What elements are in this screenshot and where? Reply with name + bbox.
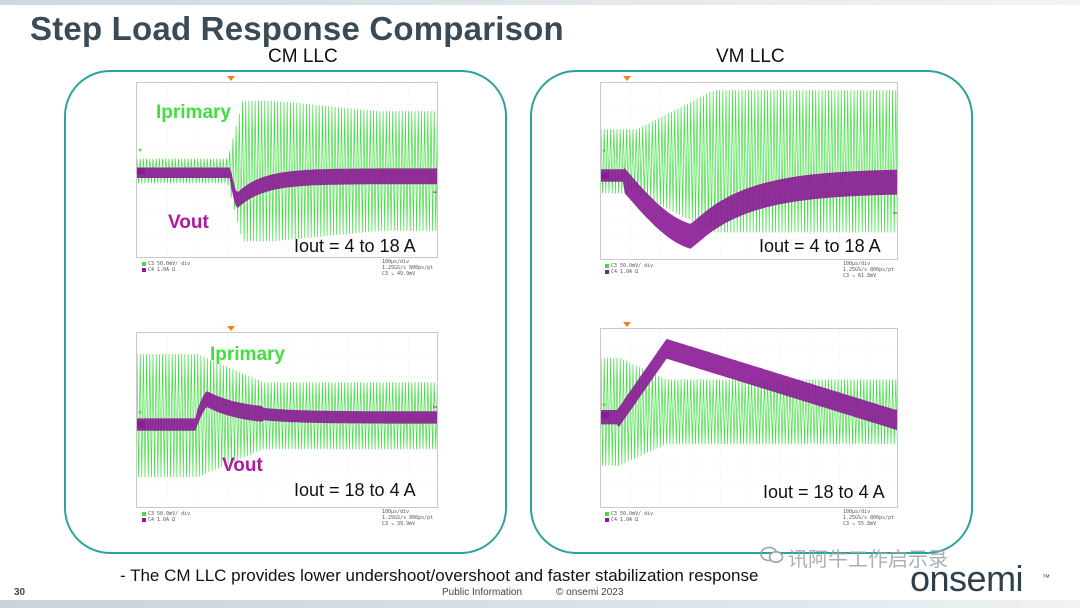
trademark-mark: ™ xyxy=(1042,573,1050,582)
cm-down-iprimary-label: Iprimary xyxy=(210,344,285,365)
vm-up-timebase-info: 100µs/div 1.25GS/s 800ps/pt C3 ↘ 61.8mV xyxy=(843,261,895,279)
iprimary-channel-marker xyxy=(138,148,142,152)
page-number: 30 xyxy=(14,587,26,598)
trigger-marker-icon xyxy=(227,76,235,81)
vm-step-down-scope xyxy=(600,328,898,508)
cm-up-channel-info: C3 50.0mV/ div C4 1.0A Ω xyxy=(142,261,190,273)
top-accent-bar xyxy=(0,0,1080,5)
vm-up-channel-info: C3 50.0mV/ div C4 1.0A Ω xyxy=(605,263,653,275)
cm-down-channel-info: C3 50.0mV/ div C4 1.0A Ω xyxy=(142,511,190,523)
vout-trace xyxy=(601,168,897,249)
vout-channel-marker xyxy=(601,172,609,179)
cm-step-up-waveform xyxy=(137,83,437,257)
public-information-label: Public Information xyxy=(442,587,523,598)
cm-up-vout-label: Vout xyxy=(168,212,209,233)
trigger-marker-icon xyxy=(623,76,631,81)
cm-up-iprimary-label: Iprimary xyxy=(156,102,231,123)
vout-trace xyxy=(137,391,437,431)
cm-down-vout-label: Vout xyxy=(222,455,263,476)
vm-down-iout-label: Iout = 18 to 4 A xyxy=(763,482,885,502)
vm-step-up-scope xyxy=(600,82,898,260)
iprimary-channel-marker xyxy=(138,410,142,414)
onsemi-logo: onsemi xyxy=(910,558,1024,599)
bottom-accent-bar xyxy=(0,600,1080,608)
slide-title: Step Load Response Comparison xyxy=(30,10,564,47)
vm-step-down-waveform xyxy=(601,329,897,507)
iprimary-trace xyxy=(601,357,897,466)
trigger-marker-icon xyxy=(623,322,631,327)
cm-llc-heading: CM LLC xyxy=(268,46,338,67)
cm-down-iout-label: Iout = 18 to 4 A xyxy=(294,480,416,500)
vout-trace xyxy=(137,167,437,209)
cm-up-timebase-info: 100µs/div 1.25GS/s 800ps/pt C3 ↘ 49.9mV xyxy=(382,259,434,277)
vm-llc-heading: VM LLC xyxy=(716,46,785,67)
iprimary-channel-marker xyxy=(602,149,606,153)
vm-up-iout-label: Iout = 4 to 18 A xyxy=(759,236,881,256)
cm-down-timebase-info: 100µs/div 1.25GS/s 800ps/pt C3 ↘ 39.9mV xyxy=(382,509,434,527)
cm-up-iout-label: Iout = 4 to 18 A xyxy=(294,236,416,256)
vout-channel-marker xyxy=(601,412,609,419)
cm-step-down-waveform xyxy=(137,333,437,507)
vm-down-timebase-info: 100µs/div 1.25GS/s 800ps/pt C3 ↘ 55.8mV xyxy=(843,509,895,527)
vout-channel-marker xyxy=(137,168,145,174)
conclusion-note: - The CM LLC provides lower undershoot/o… xyxy=(120,566,759,585)
cm-step-down-scope xyxy=(136,332,438,508)
vm-down-channel-info: C3 50.0mV/ div C4 1.0A Ω xyxy=(605,511,653,523)
iprimary-channel-marker xyxy=(602,403,606,406)
watermark-text: 讯阿牛工作启示录 xyxy=(788,549,948,571)
copyright-label: © onsemi 2023 xyxy=(556,587,624,598)
trigger-marker-icon xyxy=(227,326,235,331)
wechat-icon xyxy=(760,546,784,563)
vm-step-up-waveform xyxy=(601,83,897,259)
vout-channel-marker xyxy=(137,421,145,428)
cm-step-up-scope xyxy=(136,82,438,258)
